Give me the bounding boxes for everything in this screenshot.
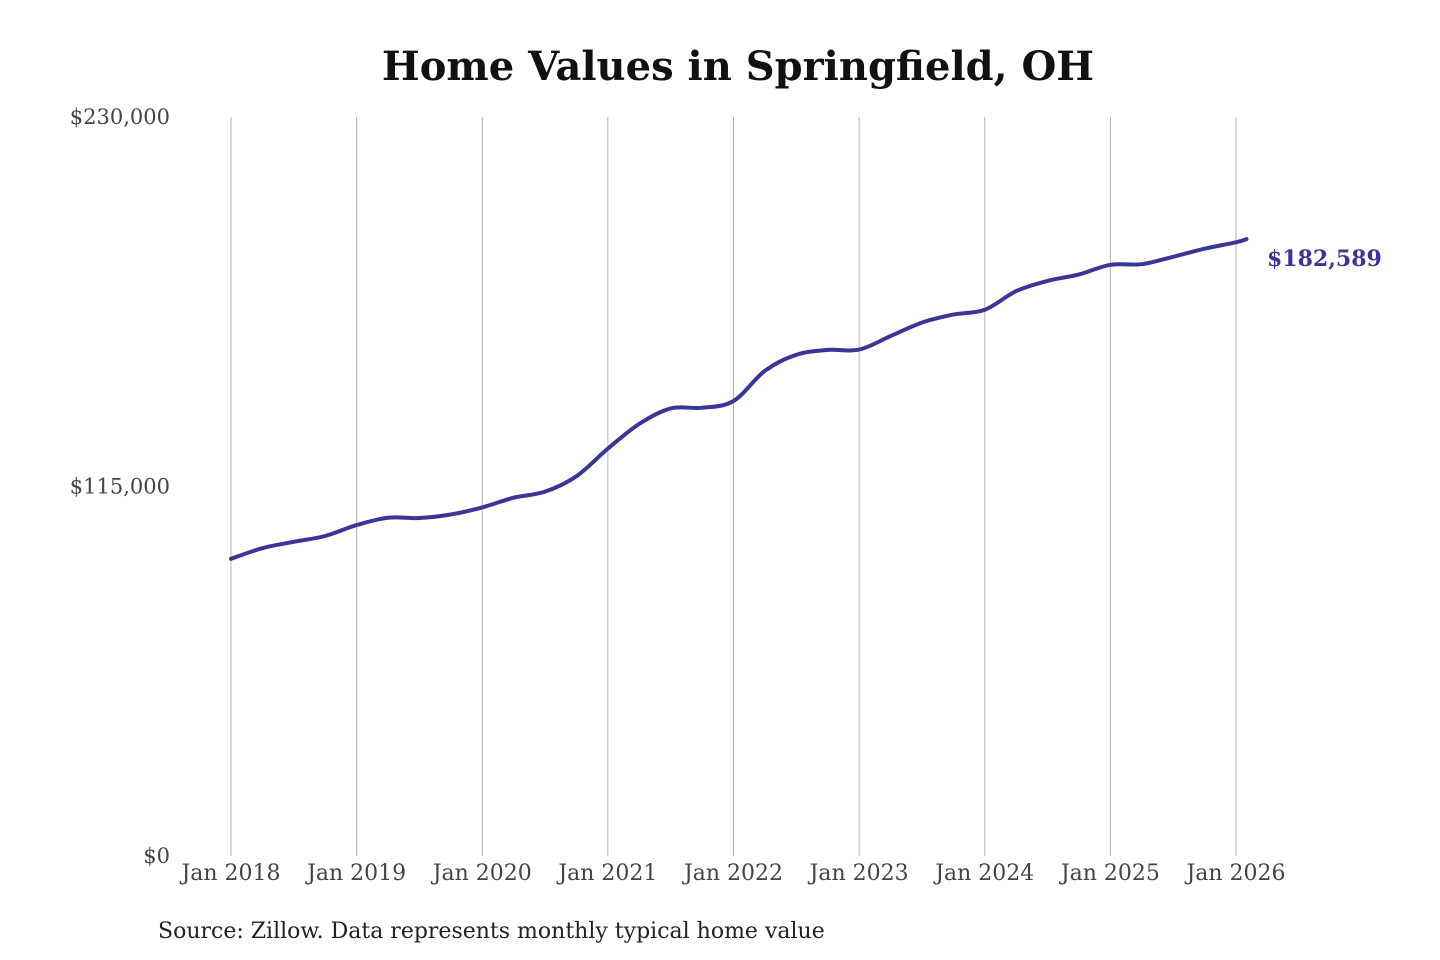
y-tick-label: $115,000 xyxy=(70,475,170,499)
data-point xyxy=(1245,237,1248,241)
x-tick-label: Jan 2025 xyxy=(1059,861,1160,886)
data-point xyxy=(794,353,798,357)
source-note: Source: Zillow. Data represents monthly … xyxy=(158,919,825,944)
data-point xyxy=(480,505,484,509)
data-point xyxy=(606,447,610,451)
data-point xyxy=(449,513,453,516)
data-point xyxy=(323,534,327,538)
home-value-line xyxy=(229,237,1249,561)
data-point xyxy=(637,422,641,426)
data-point xyxy=(889,334,892,338)
x-tick-label: Jan 2022 xyxy=(682,861,783,886)
data-point xyxy=(732,399,735,403)
chart-title: Home Values in Springfield, OH xyxy=(382,43,1094,90)
x-tick-label: Jan 2026 xyxy=(1184,861,1285,886)
y-axis-labels: $0 $115,000 $230,000 xyxy=(70,105,170,868)
data-point xyxy=(229,557,233,561)
data-point xyxy=(1108,263,1112,267)
data-point xyxy=(1077,272,1081,276)
data-point xyxy=(951,313,955,317)
data-point xyxy=(543,490,547,494)
x-tick-label: Jan 2020 xyxy=(431,861,532,886)
gridlines xyxy=(230,117,1237,856)
data-point xyxy=(1046,279,1050,283)
x-tick-label: Jan 2024 xyxy=(933,861,1034,886)
data-point xyxy=(763,369,767,373)
x-axis-labels: Jan 2018 Jan 2019 Jan 2020 Jan 2021 Jan 2022… xyxy=(179,861,1285,886)
y-tick-label: $0 xyxy=(143,844,170,868)
data-point xyxy=(417,516,421,520)
data-point xyxy=(920,321,924,325)
data-point xyxy=(355,523,359,527)
x-tick-label: Jan 2023 xyxy=(808,861,909,886)
data-point xyxy=(700,406,704,410)
end-value-label: $182,589 xyxy=(1267,246,1382,272)
data-point xyxy=(512,496,516,500)
data-point xyxy=(857,348,861,352)
data-point xyxy=(1140,262,1144,266)
data-point xyxy=(1014,289,1018,293)
data-point xyxy=(826,348,830,352)
data-point xyxy=(260,546,264,550)
y-tick-label: $230,000 xyxy=(70,105,170,129)
data-point xyxy=(1203,247,1207,251)
data-point xyxy=(386,516,390,520)
data-point xyxy=(292,540,296,544)
series-layer xyxy=(229,237,1249,561)
x-tick-label: Jan 2019 xyxy=(305,861,406,886)
x-tick-label: Jan 2021 xyxy=(556,861,657,886)
data-point xyxy=(1171,255,1175,259)
data-point xyxy=(1234,240,1238,244)
x-tick-label: Jan 2018 xyxy=(179,861,280,886)
data-point xyxy=(669,406,673,410)
data-point xyxy=(983,308,987,312)
data-point xyxy=(575,474,578,478)
